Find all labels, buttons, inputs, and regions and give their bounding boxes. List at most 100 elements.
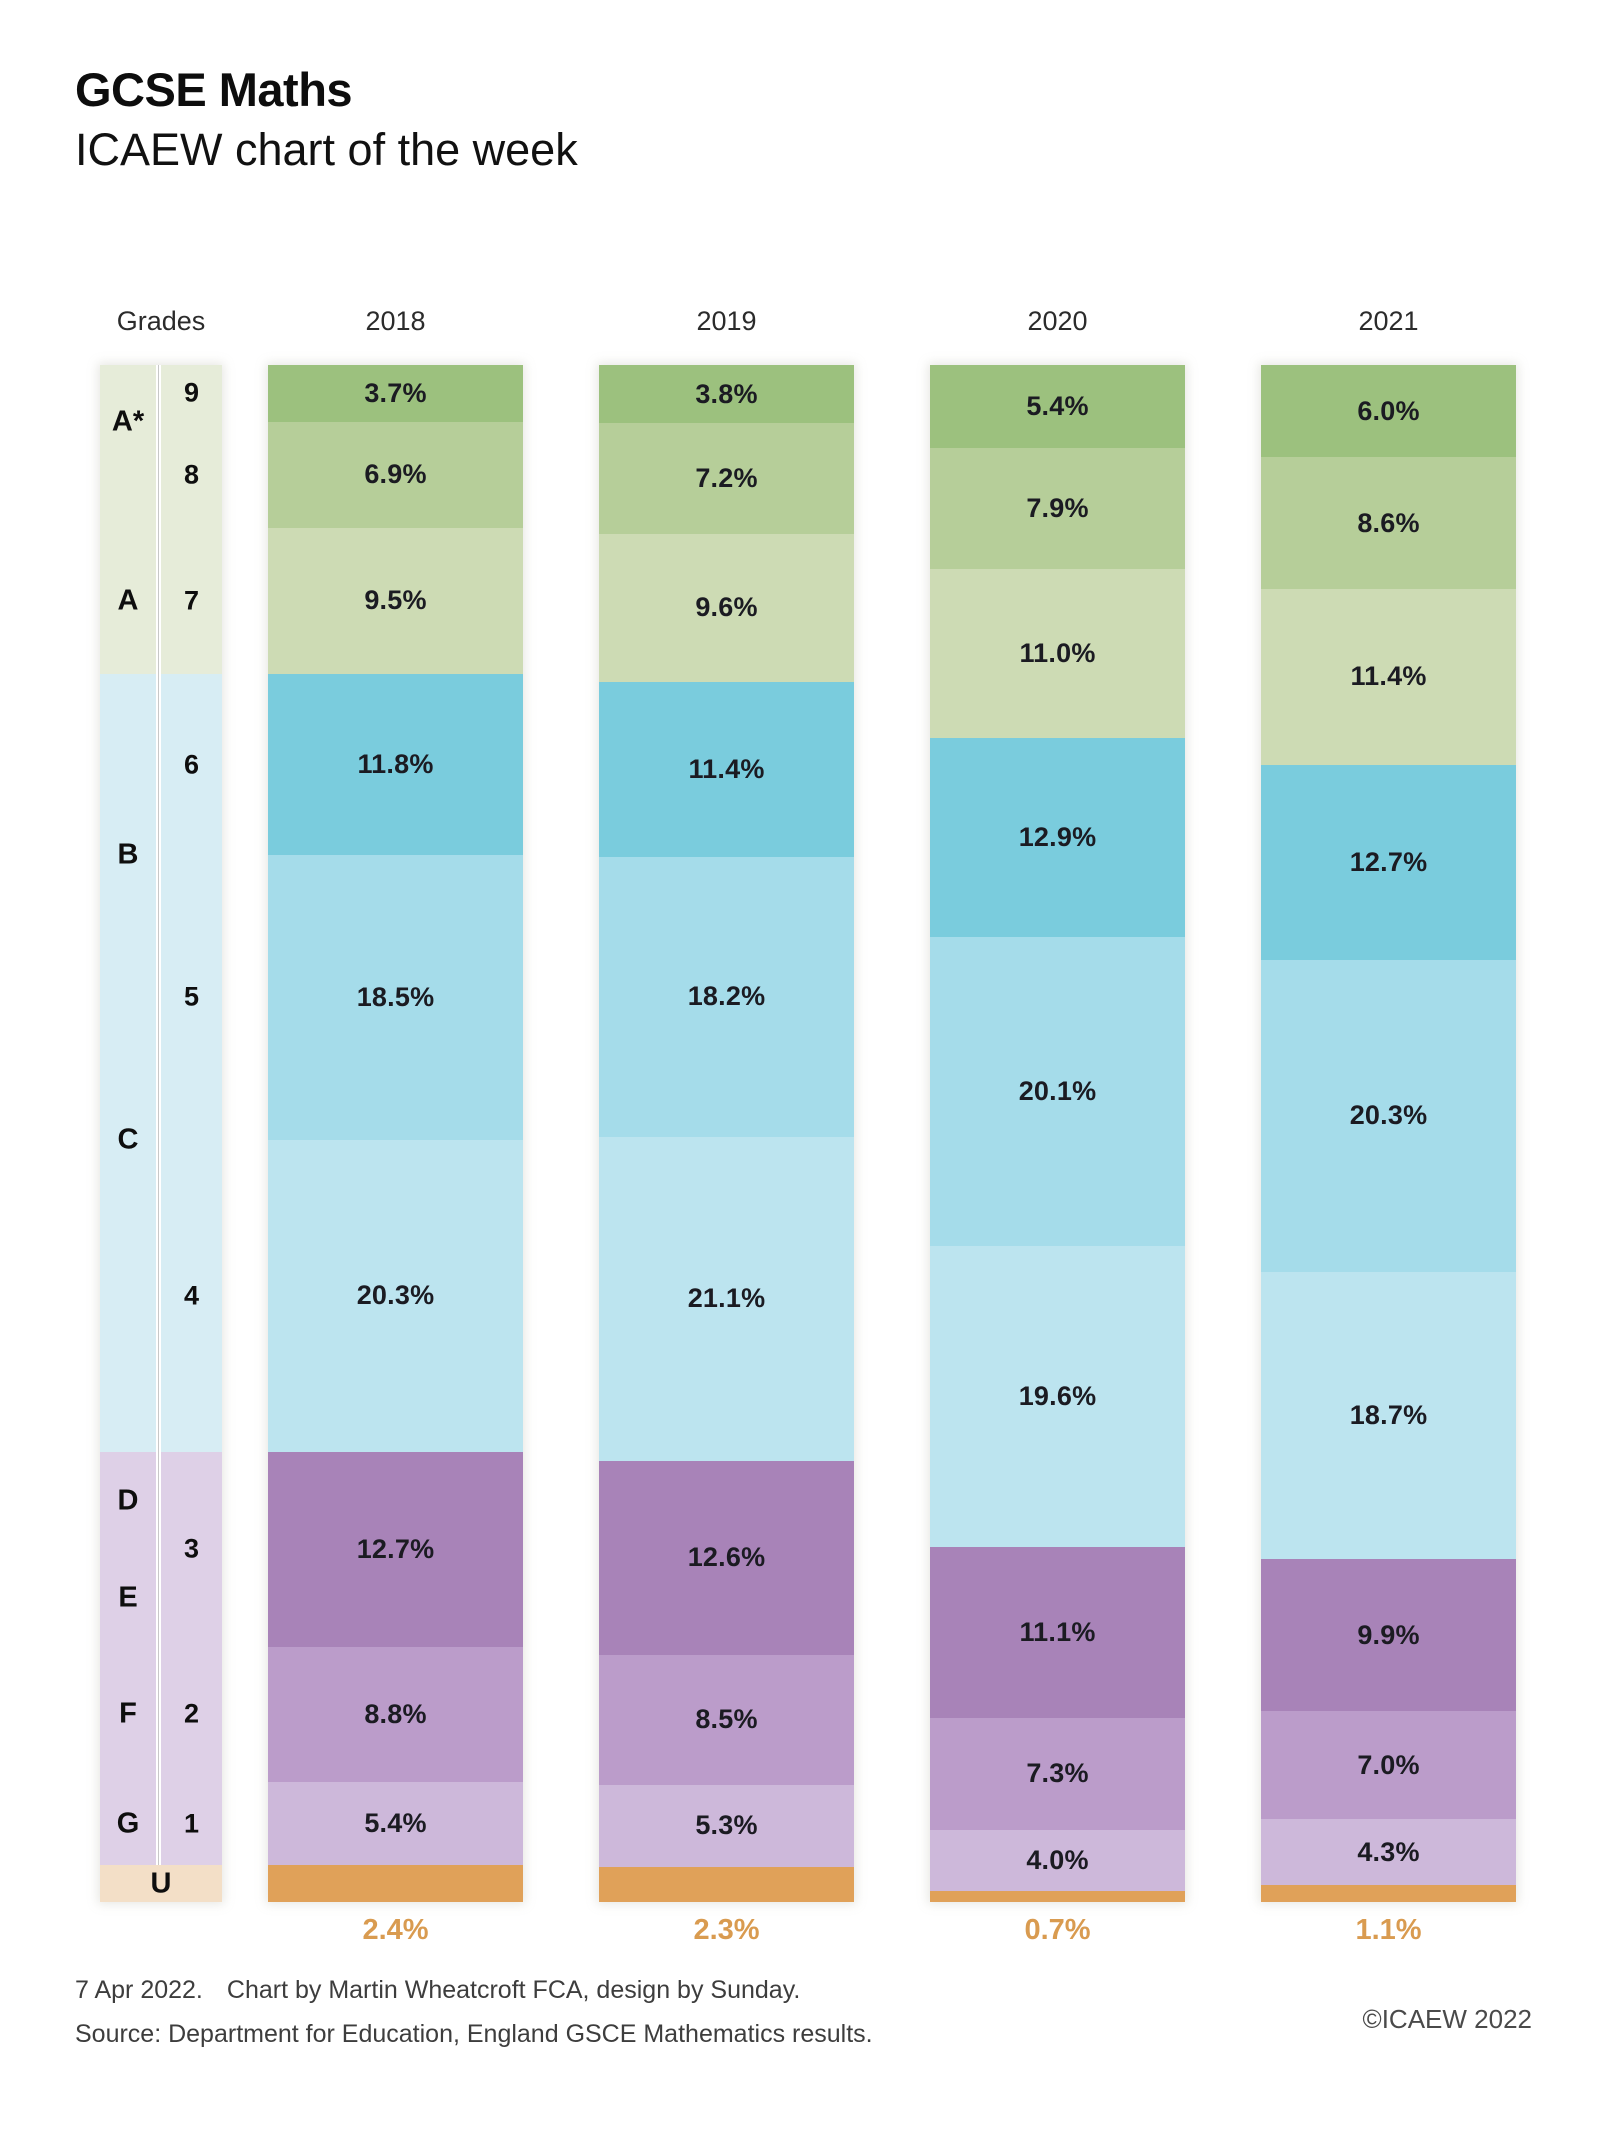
segment-value-label: 12.7%: [1349, 846, 1428, 877]
segment-2020-grade-3: 11.1%: [930, 1546, 1185, 1718]
page-title: GCSE Maths: [75, 63, 353, 116]
segment-value-label: 11.4%: [688, 753, 765, 784]
segment-value-label: 7.3%: [1026, 1758, 1089, 1789]
segment-value-label: 9.6%: [695, 592, 758, 623]
segment-value-label: 18.2%: [687, 981, 766, 1012]
segment-value-label: 18.7%: [1349, 1400, 1428, 1431]
segment-2019-grade-9: 3.8%: [599, 365, 854, 424]
u-value-label-2020: 0.7%: [1024, 1914, 1091, 1946]
segment-2021-grade-9: 6.0%: [1261, 365, 1516, 458]
legend-number-1: 1: [183, 1808, 200, 1839]
segment-value-label: 12.7%: [356, 1533, 435, 1564]
segment-2021-grade-5: 20.3%: [1261, 959, 1516, 1272]
u-value-label-2019: 2.3%: [693, 1914, 760, 1946]
grades-column-header: Grades: [116, 306, 206, 336]
segment-2020-grade-8: 7.9%: [930, 447, 1185, 570]
segment-2021-grade-4: 18.7%: [1261, 1271, 1516, 1560]
segment-2020-grade-2: 7.3%: [930, 1717, 1185, 1830]
segment-2018-grade-6: 11.8%: [268, 673, 523, 856]
legend-number-5: 5: [183, 981, 200, 1012]
segment-value-label: 9.5%: [364, 585, 427, 616]
bar-column-2020: 5.4% 7.9% 11.0% 12.9% 20.1% 19.6% 11.1% 7.3% 4.0…: [930, 365, 1185, 1902]
bar-column-2019: 3.8% 7.2% 9.6% 11.4% 18.2% 21.1% 12.6% 8.5% 5.3%: [599, 365, 854, 1902]
legend-letter-A: A: [117, 584, 139, 617]
segment-value-label: 5.4%: [1026, 390, 1089, 421]
legend-letter-G: G: [116, 1807, 140, 1840]
segment-value-label: 5.3%: [695, 1810, 758, 1841]
segment-value-label: 4.0%: [1026, 1844, 1089, 1875]
segment-2021-grade-U: [1261, 1885, 1516, 1902]
legend-region-grades-6-to-4: [100, 673, 222, 1452]
legend-column-divider: [156, 365, 161, 1866]
segment-2021-grade-3: 9.9%: [1261, 1559, 1516, 1712]
segment-2018-grade-8: 6.9%: [268, 421, 523, 528]
segment-2021-grade-7: 11.4%: [1261, 589, 1516, 765]
segment-value-label: 11.8%: [357, 749, 434, 780]
footer-credit: Chart by Martin Wheatcroft FCA, design b…: [226, 1976, 801, 2004]
legend-number-7: 7: [183, 585, 200, 616]
segment-2018-grade-7: 9.5%: [268, 527, 523, 674]
segment-value-label: 6.0%: [1357, 395, 1420, 426]
segment-2020-grade-4: 19.6%: [930, 1245, 1185, 1547]
segment-2018-grade-1: 5.4%: [268, 1782, 523, 1866]
segment-value-label: 9.9%: [1357, 1619, 1420, 1650]
segment-2019-grade-6: 11.4%: [599, 681, 854, 857]
segment-2019-grade-1: 5.3%: [599, 1785, 854, 1867]
segment-2021-grade-8: 8.6%: [1261, 457, 1516, 590]
segment-value-label: 3.8%: [695, 378, 758, 409]
segment-2020-grade-9: 5.4%: [930, 365, 1185, 448]
segment-value-label: 8.8%: [364, 1698, 427, 1729]
footer-credit-line: 7 Apr 2022. Chart by Martin Wheatcroft FC…: [75, 1976, 800, 2005]
legend-letter-D: D: [117, 1484, 139, 1517]
segment-value-label: 19.6%: [1018, 1380, 1097, 1411]
segment-value-label: 7.0%: [1357, 1749, 1420, 1780]
segment-2020-grade-1: 4.0%: [930, 1829, 1185, 1892]
segment-2019-grade-8: 7.2%: [599, 423, 854, 535]
segment-2018-grade-9: 3.7%: [268, 365, 523, 422]
segment-2020-grade-5: 20.1%: [930, 936, 1185, 1246]
segment-2019-grade-U: [599, 1866, 854, 1902]
footer-date: 7 Apr 2022.: [75, 1976, 203, 2004]
segment-value-label: 12.6%: [687, 1542, 766, 1573]
segment-2020-grade-U: [930, 1891, 1185, 1902]
segment-value-label: 20.1%: [1018, 1075, 1097, 1106]
segment-2020-grade-7: 11.0%: [930, 569, 1185, 739]
segment-2018-grade-5: 18.5%: [268, 855, 523, 1140]
segment-value-label: 6.9%: [364, 459, 427, 490]
segment-2021-grade-6: 12.7%: [1261, 764, 1516, 960]
legend-letter-Astar: A*: [111, 405, 145, 438]
legend-letter-F: F: [119, 1697, 137, 1730]
segment-2021-grade-2: 7.0%: [1261, 1711, 1516, 1819]
segment-value-label: 11.1%: [1019, 1616, 1096, 1647]
segment-2018-grade-3: 12.7%: [268, 1451, 523, 1647]
legend-region-grades-3-to-1: [100, 1451, 222, 1866]
segment-2019-grade-4: 21.1%: [599, 1136, 854, 1461]
column-header-2020: 2020: [1027, 306, 1088, 336]
segment-value-label: 5.4%: [364, 1808, 427, 1839]
segment-value-label: 12.9%: [1018, 822, 1097, 853]
segment-2019-grade-2: 8.5%: [599, 1654, 854, 1786]
bar-column-2018: 3.7% 6.9% 9.5% 11.8% 18.5% 20.3% 12.7% 8.8% 5.4%: [268, 365, 523, 1902]
copyright: ©ICAEW 2022: [1362, 2004, 1532, 2034]
segment-value-label: 11.4%: [1350, 661, 1427, 692]
column-header-2018: 2018: [365, 306, 426, 336]
segment-value-label: 7.9%: [1026, 493, 1089, 524]
segment-2018-grade-4: 20.3%: [268, 1139, 523, 1452]
legend-number-2: 2: [183, 1698, 200, 1729]
legend-letter-B: B: [117, 838, 139, 871]
segment-2021-grade-1: 4.3%: [1261, 1819, 1516, 1886]
segment-2019-grade-3: 12.6%: [599, 1460, 854, 1655]
segment-2018-grade-U: [268, 1865, 523, 1902]
legend-letter-U: U: [150, 1867, 172, 1900]
u-value-label-2021: 1.1%: [1355, 1914, 1422, 1946]
u-value-label-2018: 2.4%: [362, 1914, 429, 1946]
legend-region-grade-u: [100, 1865, 222, 1902]
segment-value-label: 18.5%: [356, 981, 435, 1012]
segment-value-label: 8.6%: [1357, 507, 1420, 538]
grades-legend: A* A B C D E F G 9 8 7 6 5 4 3 2 1 U: [100, 365, 222, 1902]
legend-number-6: 6: [183, 749, 200, 780]
bar-column-2021: 6.0% 8.6% 11.4% 12.7% 20.3% 18.7% 9.9% 7.0% 4.3%: [1261, 365, 1516, 1902]
legend-number-9: 9: [183, 377, 200, 408]
column-header-2019: 2019: [696, 306, 757, 336]
segment-value-label: 21.1%: [687, 1283, 766, 1314]
